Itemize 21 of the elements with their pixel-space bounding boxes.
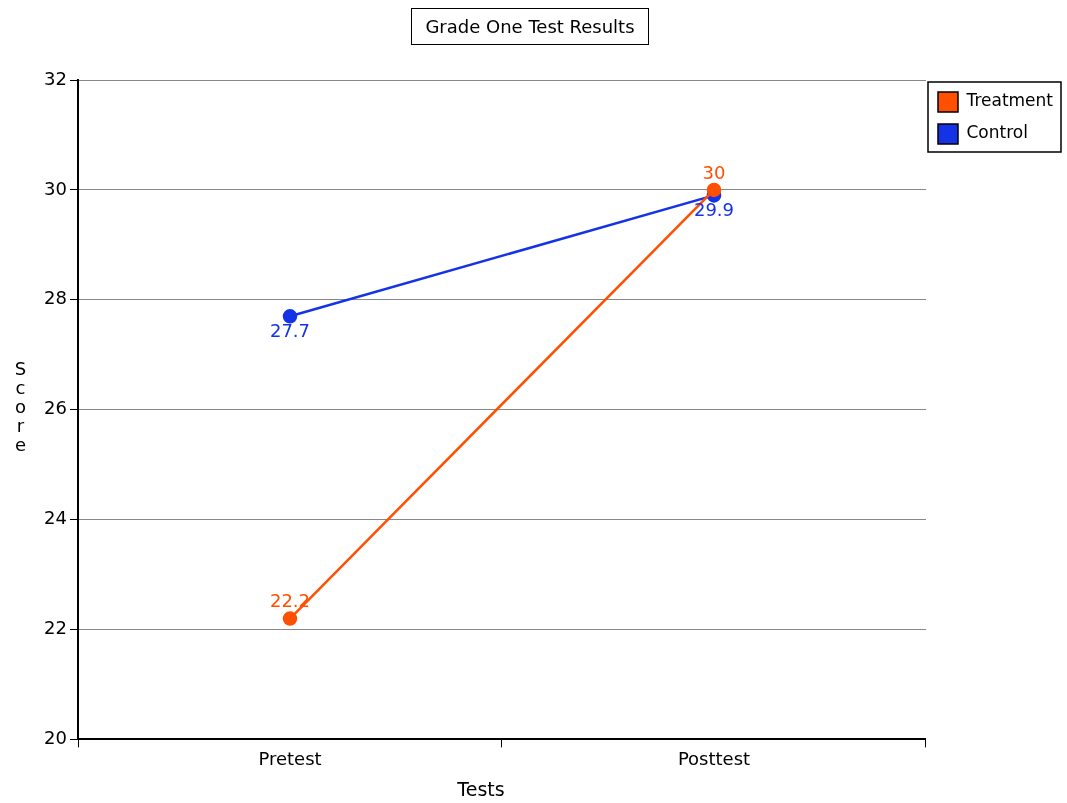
data-label: 27.7	[269, 319, 311, 341]
x-tick-label: Pretest	[258, 747, 322, 769]
y-tick-label: 22	[44, 617, 67, 639]
y-tick-label: 26	[44, 397, 67, 419]
point	[706, 182, 722, 198]
point	[282, 611, 298, 626]
x-axis-title: Tests	[456, 778, 506, 800]
y-axis-title: Score	[10, 358, 31, 453]
point	[282, 309, 298, 324]
data-label: 22.2	[269, 590, 311, 612]
x-tick-label: Posttest	[677, 747, 751, 769]
legend-label: Control	[966, 122, 1028, 143]
legend-label: Treatment	[965, 90, 1054, 111]
data-label: 29.9	[693, 199, 735, 221]
data-label: 30	[702, 161, 726, 183]
y-tick-label: 20	[44, 727, 67, 749]
chart-title: Grade One Test Results	[411, 8, 649, 45]
y-tick-label: 32	[44, 67, 67, 89]
y-tick-label: 24	[44, 507, 67, 529]
y-tick-label: 30	[44, 177, 67, 199]
y-tick-label: 28	[44, 287, 67, 309]
